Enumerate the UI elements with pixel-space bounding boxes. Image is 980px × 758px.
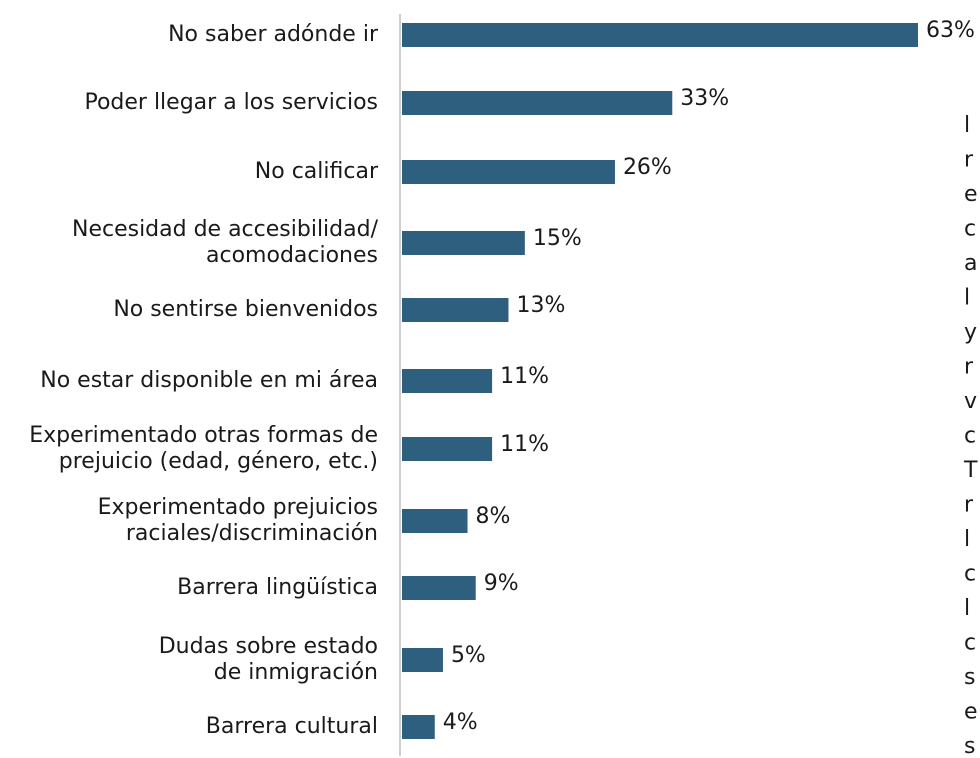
clipped-text-char: r — [964, 355, 974, 380]
clipped-text-char: s — [964, 665, 975, 690]
value-label: 4% — [443, 710, 478, 735]
clipped-text-char: l — [964, 527, 970, 552]
value-label: 8% — [476, 504, 511, 529]
value-label: 15% — [533, 226, 582, 251]
clipped-text-char: v — [964, 389, 977, 414]
category-label: No saber adónde ir — [168, 22, 379, 47]
bar — [402, 298, 509, 322]
category-label: No sentirse bienvenidos — [113, 297, 378, 322]
value-label: 9% — [484, 571, 519, 596]
category-label: No estar disponible en mi área — [40, 368, 378, 393]
value-label: 13% — [516, 293, 565, 318]
clipped-text-char: c — [964, 424, 976, 449]
bar — [402, 648, 443, 672]
bar — [402, 91, 673, 115]
clipped-text-char: r — [964, 493, 974, 518]
value-labels: 63% 33% 26% 15% 13% 11% 11% 8% 9% 5% 4% — [443, 18, 975, 735]
category-labels: No saber adónde ir Poder llegar a los ser… — [29, 22, 379, 739]
value-label: 63% — [926, 18, 975, 43]
clipped-text-char: c — [964, 217, 976, 242]
value-label: 11% — [500, 364, 549, 389]
clipped-text-char: l — [964, 113, 970, 138]
category-label: Dudas sobre estado de inmigración — [159, 634, 378, 685]
bar — [402, 23, 918, 47]
clipped-text-char: s — [964, 734, 975, 758]
clipped-text-char: l — [964, 286, 970, 311]
value-label: 26% — [623, 155, 672, 180]
bars — [402, 23, 918, 739]
bar — [402, 369, 493, 393]
bar — [402, 509, 468, 533]
clipped-text-char: a — [964, 251, 977, 276]
clipped-text-char: T — [963, 458, 978, 483]
category-label: Necesidad de accesibilidad/acomodaciones — [72, 217, 379, 268]
bar — [402, 437, 493, 461]
value-label: 5% — [451, 643, 486, 668]
clipped-text-char: e — [964, 700, 978, 725]
category-label: Barrera cultural — [206, 714, 378, 739]
category-label: Experimentado prejuicios raciales/discrim… — [98, 495, 378, 546]
clipped-text-char: e — [964, 182, 978, 207]
bar — [402, 231, 525, 255]
category-label: Poder llegar a los servicios — [84, 90, 378, 115]
bar — [402, 160, 615, 184]
clipped-text-char: r — [964, 148, 974, 173]
category-label: Experimentado otras formas de prejuicio (… — [29, 423, 378, 474]
value-label: 11% — [500, 432, 549, 457]
category-label: No calificar — [255, 159, 379, 184]
clipped-text-char: l — [964, 596, 970, 621]
value-label: 33% — [680, 86, 729, 111]
clipped-text-char: y — [964, 320, 977, 345]
clipped-text-char: c — [964, 562, 976, 587]
bar — [402, 576, 476, 600]
bar — [402, 715, 435, 739]
category-label: Barrera lingüística — [177, 575, 378, 600]
clipped-text-char: c — [964, 631, 976, 656]
